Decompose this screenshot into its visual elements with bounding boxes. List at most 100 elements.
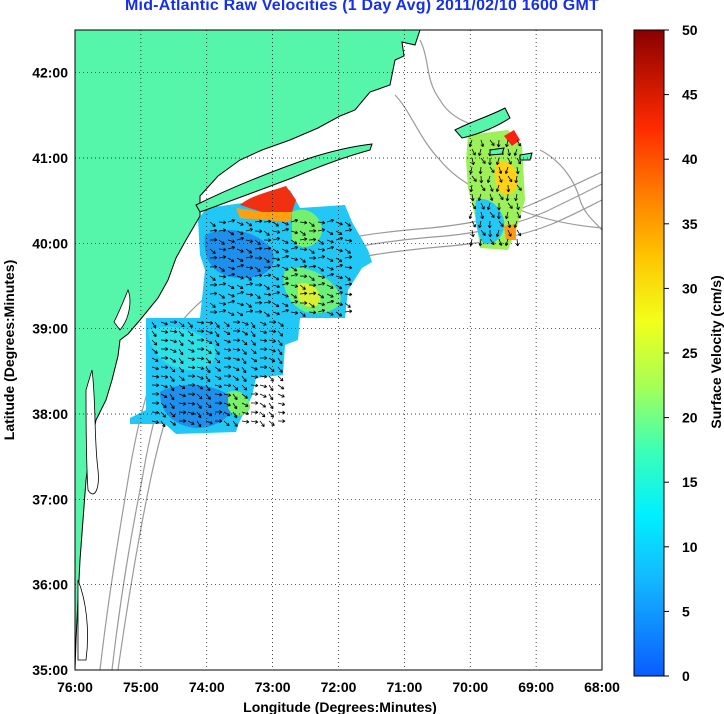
velocity-arrow bbox=[187, 321, 193, 328]
velocity-arrow bbox=[505, 211, 509, 220]
velocity-arrow bbox=[263, 230, 270, 236]
velocity-region-blue-south bbox=[160, 384, 234, 428]
velocity-arrow bbox=[250, 330, 256, 338]
velocity-arrow bbox=[308, 256, 317, 260]
velocity-arrow bbox=[209, 283, 218, 287]
velocity-arrow bbox=[169, 402, 175, 409]
velocity-arrow bbox=[516, 184, 522, 191]
velocity-arrow bbox=[169, 357, 176, 363]
velocity-arrow bbox=[259, 384, 268, 389]
velocity-arrow bbox=[308, 228, 317, 233]
velocity-arrow bbox=[489, 184, 494, 192]
velocity-arrow bbox=[227, 272, 236, 277]
velocity-arrow bbox=[254, 229, 263, 234]
velocity-arrow bbox=[299, 291, 308, 296]
velocity-arrow bbox=[227, 266, 235, 271]
velocity-arrow bbox=[196, 356, 205, 361]
velocity-arrow bbox=[209, 228, 218, 233]
velocity-arrow bbox=[209, 238, 218, 242]
velocity-arrow bbox=[277, 339, 283, 347]
velocity-arrow bbox=[236, 284, 244, 289]
latitude-tick-label: 42:00 bbox=[32, 65, 68, 81]
land-marthas-vineyard bbox=[489, 147, 505, 156]
velocity-arrow bbox=[299, 257, 306, 263]
velocity-arrow bbox=[169, 393, 175, 401]
velocity-arrow bbox=[214, 339, 220, 347]
velocity-arrow bbox=[290, 273, 299, 277]
velocity-arrow bbox=[196, 375, 204, 380]
velocity-arrow bbox=[223, 411, 231, 417]
velocity-arrow bbox=[178, 393, 186, 398]
velocity-arrow bbox=[259, 393, 267, 398]
velocity-arrow bbox=[299, 311, 306, 317]
velocity-arrow bbox=[471, 202, 477, 210]
velocity-arrow bbox=[187, 383, 196, 387]
velocity-arrow bbox=[335, 284, 343, 290]
velocity-arrow bbox=[268, 339, 277, 343]
grid-lines bbox=[75, 30, 602, 670]
velocity-arrow bbox=[495, 184, 500, 192]
velocity-arrow bbox=[308, 221, 315, 227]
velocity-arrow bbox=[277, 375, 284, 382]
velocity-arrow bbox=[160, 420, 166, 428]
velocity-arrow bbox=[335, 311, 343, 317]
velocity-arrow bbox=[214, 321, 220, 328]
velocity-arrow bbox=[250, 392, 259, 396]
velocity-arrow bbox=[196, 411, 202, 419]
velocity-arrow bbox=[344, 302, 351, 308]
velocity-arrow bbox=[277, 366, 283, 373]
velocity-arrow bbox=[326, 266, 334, 271]
velocity-arrow bbox=[281, 302, 289, 307]
velocity-arrow bbox=[232, 357, 240, 362]
longitude-tick-label: 71:00 bbox=[386, 679, 422, 695]
land-mainland bbox=[75, 30, 421, 670]
velocity-arrow bbox=[209, 221, 216, 227]
velocity-arrow bbox=[486, 175, 491, 183]
velocity-arrow bbox=[236, 248, 244, 253]
velocity-arrow bbox=[495, 157, 500, 166]
velocity-arrow bbox=[241, 402, 249, 407]
velocity-arrow bbox=[227, 218, 236, 223]
velocity-arrow bbox=[469, 238, 473, 247]
velocity-arrow bbox=[290, 266, 298, 272]
velocity-arrow bbox=[308, 248, 315, 254]
velocity-arrow bbox=[250, 357, 258, 363]
velocity-arrow bbox=[160, 365, 169, 370]
velocity-arrow bbox=[187, 374, 196, 378]
velocity-arrow bbox=[232, 402, 238, 410]
velocity-arrow bbox=[245, 255, 254, 259]
velocity-arrow bbox=[272, 275, 280, 281]
velocity-arrow bbox=[196, 402, 202, 409]
velocity-arrow bbox=[281, 248, 289, 253]
velocity-arrow bbox=[196, 347, 205, 351]
velocity-arrow bbox=[259, 347, 268, 352]
velocity-arrow bbox=[335, 221, 343, 226]
latitude-tick-label: 35:00 bbox=[32, 662, 68, 678]
velocity-arrow bbox=[169, 411, 176, 418]
velocity-arrow bbox=[277, 393, 285, 398]
velocity-arrow bbox=[471, 157, 475, 166]
velocity-arrow bbox=[151, 366, 159, 371]
velocity-arrow bbox=[218, 282, 227, 286]
latitude-tick-label: 39:00 bbox=[32, 321, 68, 337]
velocity-arrow bbox=[241, 366, 247, 374]
velocity-arrow bbox=[160, 356, 169, 360]
velocity-arrow bbox=[277, 384, 285, 390]
velocity-arrow bbox=[498, 238, 503, 246]
longitude-tick-label: 70:00 bbox=[452, 679, 488, 695]
velocity-arrow bbox=[236, 221, 244, 226]
velocity-arrow bbox=[187, 330, 194, 337]
velocity-arrow bbox=[169, 420, 176, 426]
velocity-arrow bbox=[223, 321, 230, 327]
velocity-arrow bbox=[205, 348, 212, 354]
velocity-arrow bbox=[281, 254, 289, 259]
longitude-tick-label: 72:00 bbox=[321, 679, 357, 695]
velocity-arrow bbox=[169, 320, 178, 325]
velocity-arrow bbox=[272, 237, 281, 241]
velocity-arrow bbox=[187, 401, 196, 406]
velocity-arrow bbox=[263, 273, 272, 278]
velocity-arrow bbox=[335, 248, 343, 253]
velocity-arrow bbox=[205, 411, 213, 417]
